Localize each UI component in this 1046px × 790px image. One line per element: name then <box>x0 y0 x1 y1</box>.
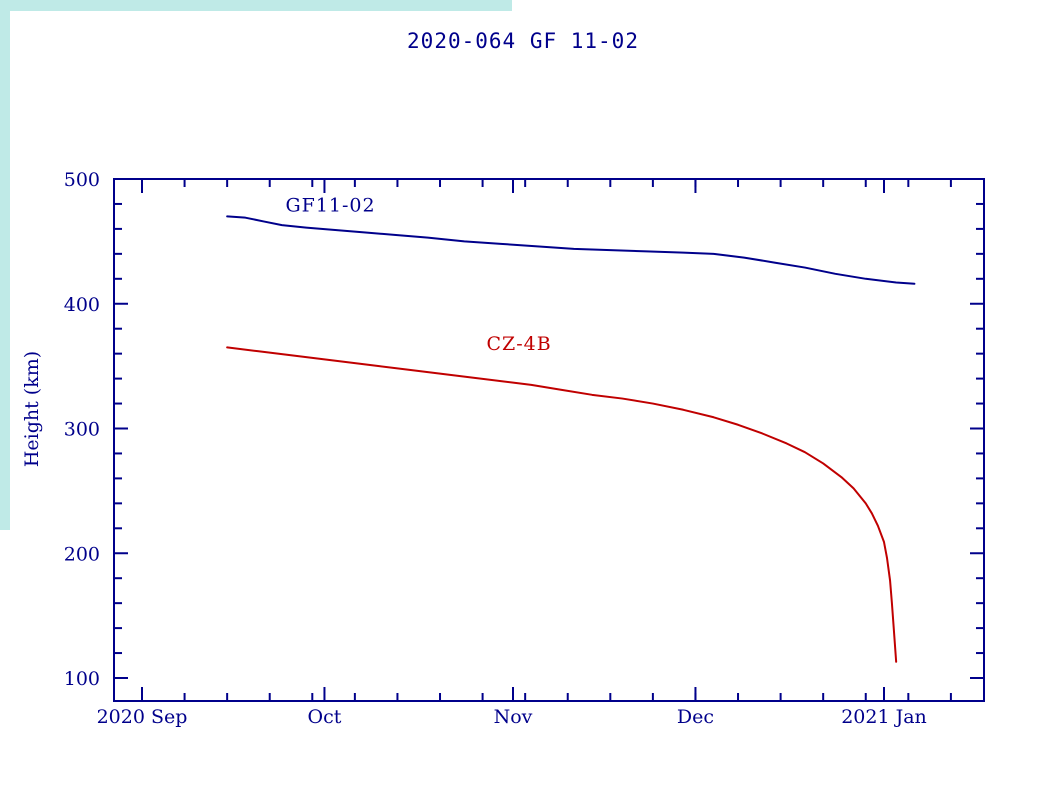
page-title: 2020-064 GF 11-02 <box>407 29 639 53</box>
y-tick-label: 500 <box>64 169 100 191</box>
x-tick-label: 2021 Jan <box>841 706 927 728</box>
x-tick-label: Nov <box>494 706 533 728</box>
x-tick-label: Dec <box>677 706 714 728</box>
x-tick-label: 2020 Sep <box>97 706 188 728</box>
decorative-top-band <box>0 0 512 11</box>
decorative-left-band <box>0 0 10 530</box>
axes-group <box>113 178 985 702</box>
series-group <box>226 215 916 663</box>
y-tick-label: 400 <box>64 294 100 316</box>
y-tick-label: 100 <box>64 668 100 690</box>
series-line-cz-4b <box>226 346 898 663</box>
y-tick-label-group: 500 400 300 200 100 <box>64 169 100 690</box>
series-label-gf11-02: GF11-02 <box>285 194 375 216</box>
x-tick-label-group: 2020 Sep Oct Nov Dec 2021 Jan <box>97 706 927 728</box>
x-tick-label: Oct <box>308 706 342 728</box>
series-label-cz-4b: CZ-4B <box>486 333 551 355</box>
y-tick-label: 300 <box>64 419 100 441</box>
series-line-gf11-02 <box>226 215 916 285</box>
series-annotation-group: GF11-02 CZ-4B <box>285 194 551 355</box>
y-tick-label: 200 <box>64 543 100 565</box>
